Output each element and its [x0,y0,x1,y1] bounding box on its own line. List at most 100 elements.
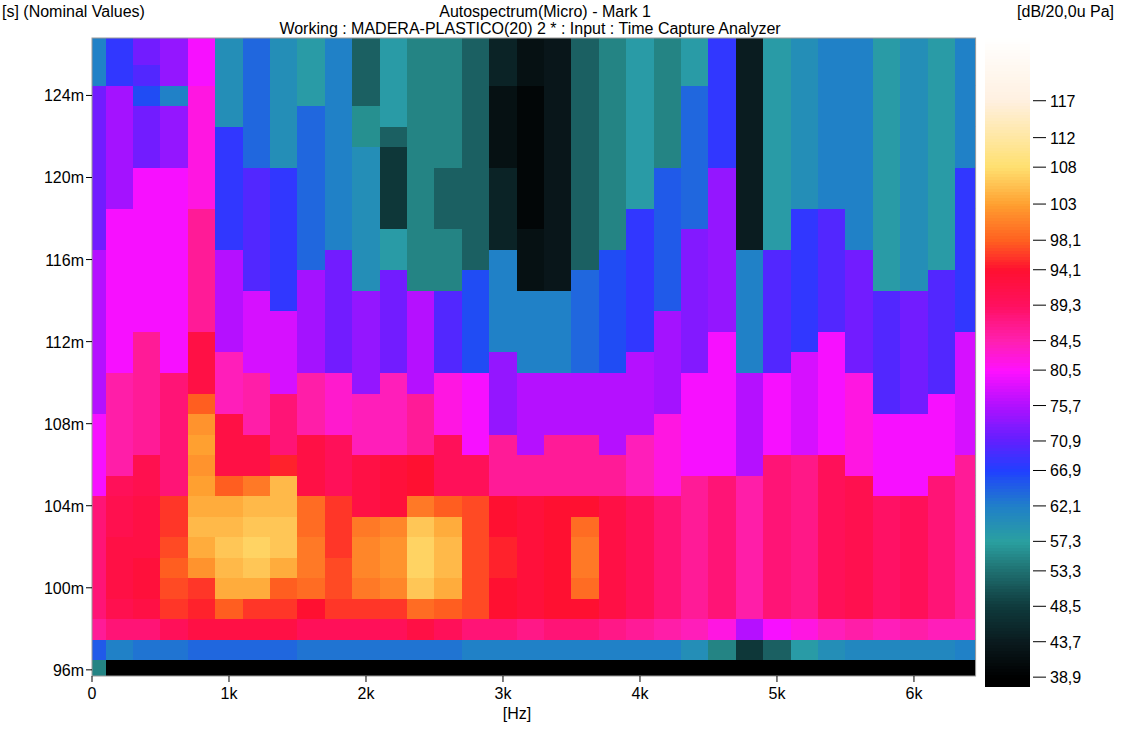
heatmap-cell [626,147,654,168]
heatmap-cell [188,598,216,619]
heatmap-cell [325,413,353,434]
heatmap-cell [708,208,736,229]
heatmap-cell [243,147,271,168]
heatmap-cell [928,372,956,393]
heatmap-cell [873,188,901,209]
colorbar-tick [1033,167,1046,168]
heatmap-cell [791,557,819,578]
heatmap-cell [462,167,490,188]
heatmap-cell [352,188,380,209]
heatmap-cell [845,413,873,434]
heatmap-cell [708,126,736,147]
heatmap-cell [873,619,901,640]
heatmap-cell [407,516,435,537]
heatmap-cell [818,557,846,578]
heatmap-cell [352,311,380,332]
heatmap-cell [270,639,298,660]
heatmap-cell [352,65,380,86]
heatmap-cell [928,413,956,434]
heatmap-cell [736,475,764,496]
heatmap-cell [434,557,462,578]
heatmap-cell [900,290,928,311]
heatmap-cell [955,229,976,250]
heatmap-cell [626,434,654,455]
heatmap-cell [873,434,901,455]
heatmap-cell [106,85,134,106]
heatmap-cell [215,578,243,599]
heatmap-cell [188,372,216,393]
heatmap-cell [352,557,380,578]
heatmap-cell [489,126,517,147]
heatmap-cell [517,44,545,65]
heatmap-cell [763,619,791,640]
heatmap-cell [243,311,271,332]
heatmap-cell [708,249,736,270]
heatmap-cell [955,619,976,640]
heatmap-cell [352,126,380,147]
heatmap-cell [928,660,956,676]
heatmap-cell [845,188,873,209]
heatmap-cell [517,106,545,127]
heatmap-cell [681,38,709,45]
heatmap-cell [818,106,846,127]
heatmap-cell [188,495,216,516]
heatmap-cell [462,475,490,496]
heatmap-cell [763,352,791,373]
heatmap-cell [736,557,764,578]
heatmap-cell [325,393,353,414]
heatmap-cell [270,619,298,640]
heatmap-cell [791,578,819,599]
heatmap-cell [955,311,976,332]
heatmap-cell [900,393,928,414]
heatmap-cell [297,639,325,660]
heatmap-cell [791,619,819,640]
heatmap-cell [818,537,846,558]
heatmap-cell [791,290,819,311]
heatmap-cell [791,126,819,147]
heatmap-cell [544,537,572,558]
heatmap-cell [462,598,490,619]
heatmap-cell [928,331,956,352]
heatmap-cell [462,249,490,270]
heatmap-cell [900,249,928,270]
heatmap-cell [736,660,764,676]
heatmap-cell [763,188,791,209]
heatmap-cell [544,619,572,640]
heatmap-cell [955,454,976,475]
heatmap-cell [571,38,599,45]
heatmap-cell [818,413,846,434]
heatmap-cell [434,619,462,640]
x-tick-label: 0 [88,685,97,702]
heatmap-cell [270,229,298,250]
heatmap-cell [188,167,216,188]
heatmap-cell [352,454,380,475]
heatmap-cell [160,147,188,168]
heatmap-cell [791,38,819,45]
heatmap-cell [462,639,490,660]
heatmap-cell [434,331,462,352]
heatmap-cell [599,38,627,45]
colorbar-tick [1033,641,1046,642]
heatmap-cell [654,557,682,578]
heatmap-cell [517,311,545,332]
heatmap-cell [270,537,298,558]
heatmap-cell [517,413,545,434]
heatmap-cell [681,557,709,578]
heatmap-cell [160,270,188,291]
heatmap-cell [517,537,545,558]
heatmap-cell [818,270,846,291]
heatmap-cell [571,106,599,127]
heatmap-cell [845,454,873,475]
heatmap-cell [654,352,682,373]
heatmap-cell [188,475,216,496]
heatmap-cell [873,372,901,393]
heatmap-cell [626,619,654,640]
heatmap-cell [818,229,846,250]
heatmap-cell [955,495,976,516]
heatmap-cell [188,44,216,65]
heatmap-cell [489,639,517,660]
heatmap-cell [873,249,901,270]
heatmap-cell [845,249,873,270]
heatmap-cell [736,454,764,475]
heatmap-cell [243,413,271,434]
